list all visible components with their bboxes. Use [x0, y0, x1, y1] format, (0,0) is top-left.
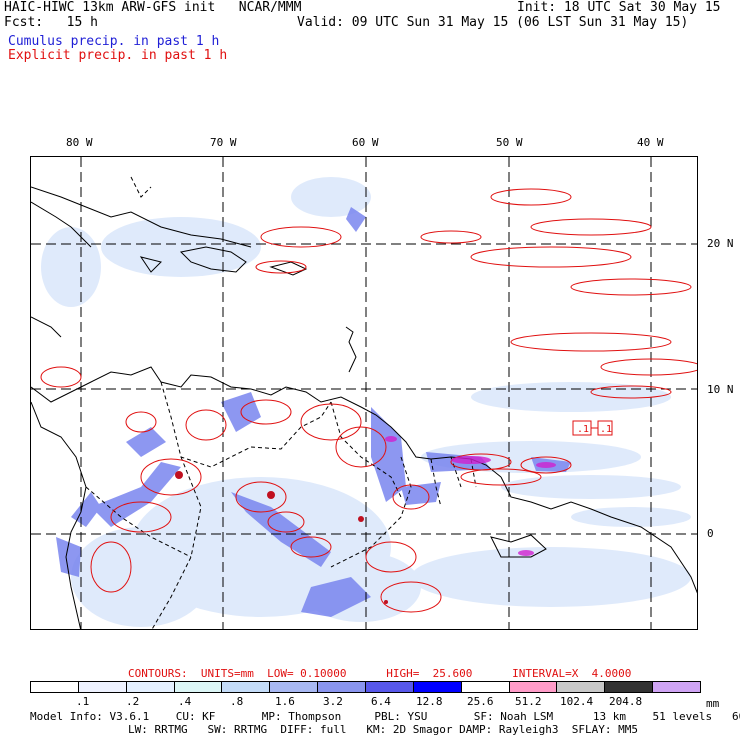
colorbar-swatch: [366, 682, 414, 692]
cumulus-legend: Cumulus precip. in past 1 h: [8, 34, 220, 49]
colorbar-swatch: [557, 682, 606, 692]
colorbar-label: 204.8: [609, 695, 643, 708]
lon-label-60w: 60 W: [352, 136, 379, 149]
lon-label-80w: 80 W: [66, 136, 93, 149]
colorbar-swatch: [222, 682, 271, 692]
heavy-precip-patches: [385, 436, 556, 556]
colorbar-swatch: [318, 682, 367, 692]
colorbar-label: 25.6: [467, 695, 494, 708]
lat-label-10n: 10 N: [707, 383, 734, 396]
colorbar-swatch: [31, 682, 79, 692]
lon-label-50w: 50 W: [496, 136, 523, 149]
colorbar-swatch: [413, 682, 462, 692]
lon-label-40w: 40 W: [637, 136, 664, 149]
colorbar-label: 12.8: [416, 695, 443, 708]
colorbar-label: 1.6: [275, 695, 295, 708]
colorbar-label: 51.2: [515, 695, 542, 708]
colorbar-swatch: [78, 682, 127, 692]
coastlines: [31, 186, 697, 629]
colorbar-label: .1: [76, 695, 90, 708]
map-canvas: .1 .1: [31, 157, 697, 629]
colorbar-swatch: [509, 682, 558, 692]
colorbar-unit: mm: [706, 697, 720, 710]
colorbar-swatch: [174, 682, 223, 692]
contour-label-2: .1: [600, 424, 612, 435]
forecast-hour: Fcst: 15 h: [4, 15, 98, 30]
intense-cores: [175, 471, 388, 604]
lat-label-20n: 20 N: [707, 237, 734, 250]
init-time: Init: 18 UTC Sat 30 May 15: [517, 0, 721, 15]
colorbar-label: 102.4: [560, 695, 594, 708]
colorbar-label: .8: [230, 695, 244, 708]
colorbar-label: 3.2: [323, 695, 343, 708]
contour-label-1: .1: [577, 424, 589, 435]
lon-label-70w: 70 W: [210, 136, 237, 149]
colorbar-swatch: [605, 682, 654, 692]
explicit-legend: Explicit precip. in past 1 h: [8, 48, 228, 63]
colorbar-swatch: [461, 682, 510, 692]
colorbar-swatch: [126, 682, 175, 692]
precip-map: .1 .1: [30, 156, 698, 630]
model-title: HAIC-HIWC 13km ARW-GFS init NCAR/MMM: [4, 0, 302, 15]
colorbar-swatch: [653, 682, 701, 692]
contours-info: CONTOURS: UNITS=mm LOW= 0.10000 HIGH= 25…: [128, 667, 632, 680]
valid-time: Valid: 09 UTC Sun 31 May 15 (06 LST Sun …: [297, 15, 689, 30]
colorbar: [30, 681, 701, 693]
colorbar-label: .4: [178, 695, 192, 708]
colorbar-label: .2: [126, 695, 140, 708]
explicit-precip-contours: [40, 188, 697, 613]
lat-lon-grid: [31, 157, 697, 629]
lat-label-0: 0: [707, 527, 714, 540]
borders: [85, 176, 477, 629]
model-info-line1: Model Info: V3.6.1 CU: KF MP: Thompson P…: [30, 710, 740, 723]
model-info-line2: LW: RRTMG SW: RRTMG DIFF: full KM: 2D Sm…: [128, 723, 638, 736]
colorbar-swatch: [270, 682, 319, 692]
colorbar-label: 6.4: [371, 695, 391, 708]
